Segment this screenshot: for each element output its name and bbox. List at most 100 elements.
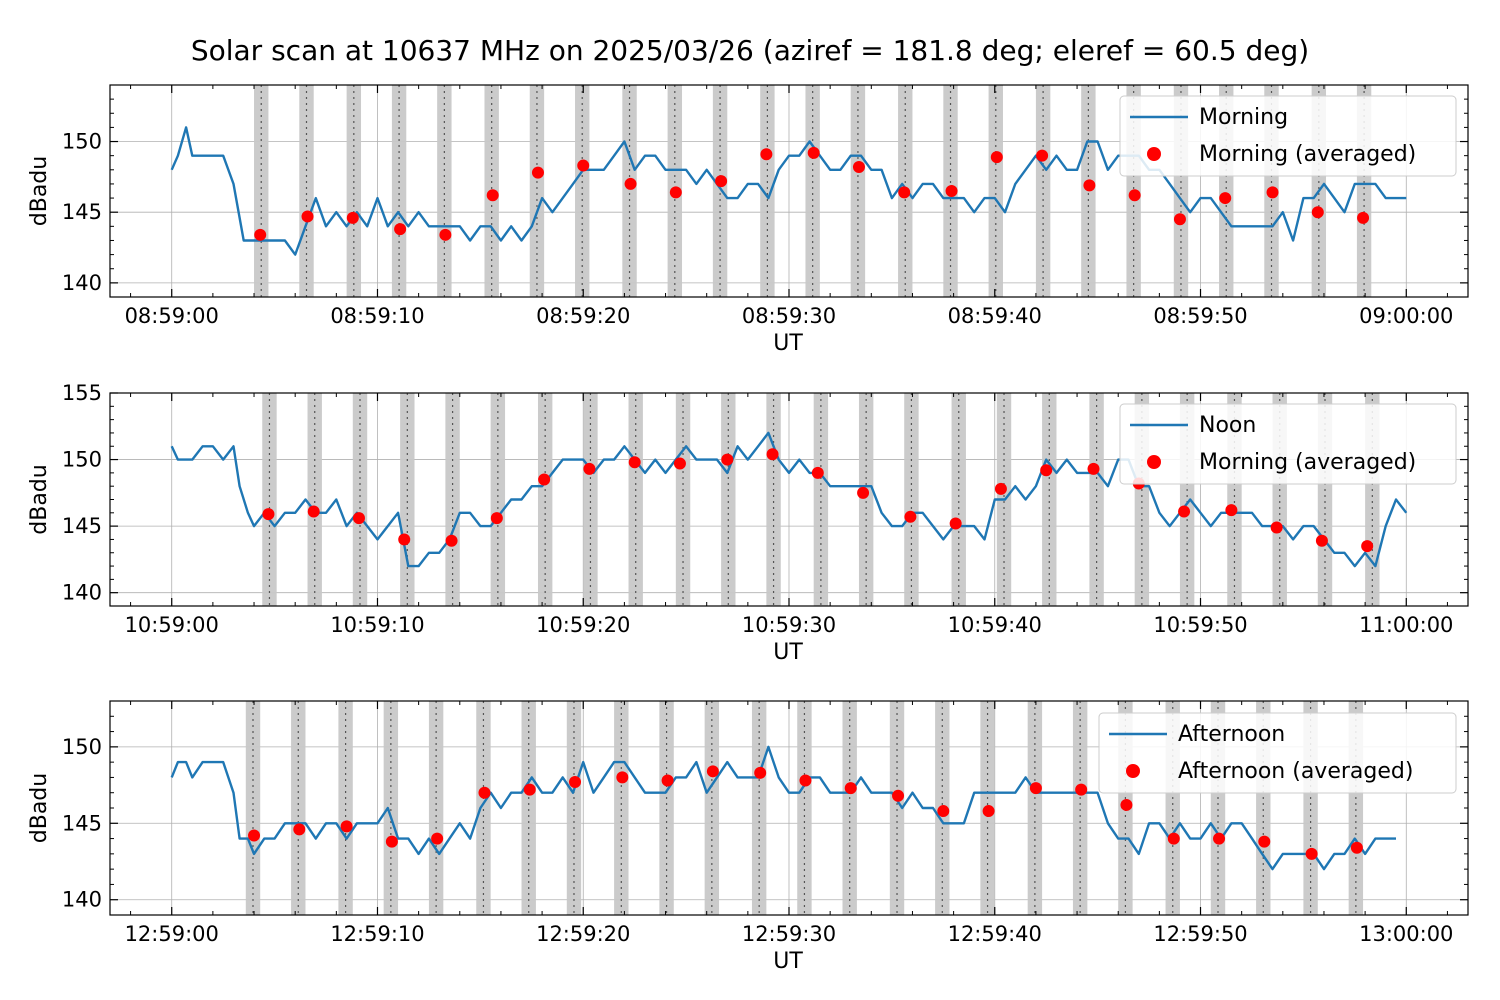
x-axis-label: UT [773,640,803,665]
legend-box [1098,712,1457,794]
shaded-band [904,393,919,606]
y-axis-label: dBadu [27,773,52,843]
averaged-point [715,175,728,188]
averaged-point [624,177,637,190]
y-tick-label: 145 [62,200,102,224]
shaded-band [1089,393,1104,606]
y-axis-label: dBadu [27,464,52,534]
averaged-point [661,774,674,787]
averaged-point [531,166,544,179]
shaded-band [614,701,629,915]
averaged-point [1266,186,1279,199]
x-tick-label: 10:59:40 [948,613,1042,637]
averaged-point [706,765,719,778]
averaged-point [262,508,275,521]
averaged-point [945,185,958,197]
y-tick-label: 145 [62,514,102,538]
averaged-point [346,211,359,224]
averaged-point [248,829,261,842]
shaded-band [760,85,775,297]
averaged-point [1225,504,1238,517]
x-tick-label: 10:59:20 [536,613,630,637]
shaded-band [383,701,399,915]
shaded-band [797,701,812,915]
series-line-1 [170,126,1407,256]
x-tick-label: 12:59:50 [1153,922,1247,946]
legend: Morning Morning (averaged) [1119,95,1457,177]
averaged-point [1178,505,1191,518]
y-tick-label: 140 [62,888,102,912]
shaded-band [583,393,598,606]
x-tick-label: 12:59:00 [125,922,219,946]
shaded-band [346,85,362,297]
panel-1: 08:59:00 08:59:10 08:59:20 08:59:30 08:59:40… [27,84,1469,356]
averaged-point [898,186,911,199]
averaged-point [1083,179,1096,192]
x-tick-label: 10:59:30 [742,613,836,637]
averaged-point [1120,798,1133,811]
shaded-band [889,701,905,915]
averaged-point [385,835,398,848]
averaged-point [892,789,905,802]
x-tick-label: 12:59:40 [948,922,1042,946]
averaged-point [1167,832,1180,845]
averaged-point [1270,521,1283,534]
averaged-point [478,786,491,799]
averaged-point [760,148,773,161]
y-tick-label: 140 [62,581,102,605]
averaged-point [994,482,1007,495]
averaged-point [857,486,870,499]
shaded-band [951,393,966,606]
averaged-point [1040,464,1053,477]
x-tick-label: 08:59:00 [125,304,219,328]
shaded-band [712,85,728,297]
legend-label-line: Noon [1199,413,1256,438]
averaged-point [799,774,812,787]
averaged-point [616,771,629,784]
averaged-point [1036,149,1049,162]
averaged-point [398,533,411,546]
shaded-band [307,393,322,606]
legend-label-scatter: Morning (averaged) [1199,450,1416,475]
y-axis-label: dBadu [27,156,52,226]
averaged-point [486,189,499,202]
shaded-band [391,85,407,297]
averaged-point [583,462,596,475]
x-axis-label: UT [773,331,803,356]
y-tick-label: 140 [62,271,102,295]
x-tick-label: 11:00:00 [1359,613,1453,637]
x-tick-label: 12:59:30 [742,922,836,946]
averaged-point [1219,192,1232,205]
shaded-band [245,701,261,915]
averaged-point [990,151,1003,164]
averaged-point [1087,462,1100,475]
averaged-point [1128,189,1141,202]
shaded-band [529,85,545,297]
averaged-point [949,517,962,530]
averaged-point [1361,540,1374,553]
legend-box [1119,403,1457,485]
series-line-3 [170,745,1396,871]
shaded-band [575,85,590,297]
averaged-point [766,448,779,461]
shaded-band [352,393,368,606]
averaged-point [1029,782,1042,795]
shaded-band [445,393,460,606]
averaged-point [807,146,820,159]
shaded-band [490,393,506,606]
x-tick-label: 10:59:10 [330,613,424,637]
y-tick-label: 150 [62,735,102,759]
averaged-point [307,505,320,518]
y-tick-label: 145 [62,811,102,835]
legend-label-line: Afternoon [1178,722,1285,747]
x-axis-label: UT [773,949,803,974]
x-tick-label: 09:00:00 [1359,304,1453,328]
shaded-band [291,701,306,915]
shaded-band [338,701,353,915]
shaded-band [766,393,781,606]
averaged-point [569,776,582,789]
x-tick-label: 10:59:00 [125,613,219,637]
x-tick-label: 08:59:20 [536,304,630,328]
averaged-point [1075,783,1088,796]
